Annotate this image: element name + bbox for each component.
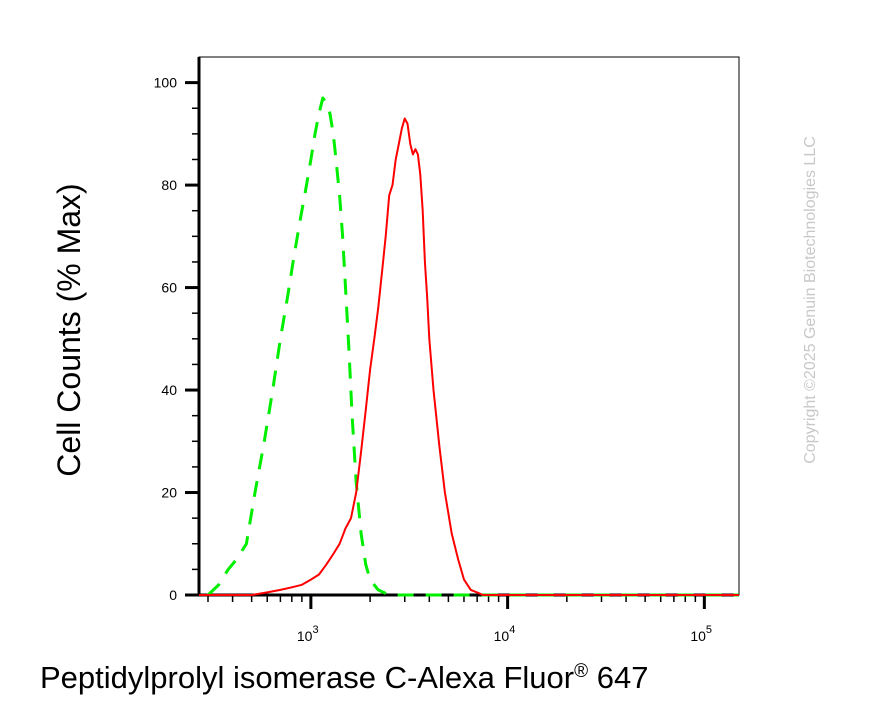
- control-series-line: [206, 96, 739, 597]
- x-tick-base: 10: [297, 628, 313, 644]
- x-tick-label: 104: [494, 624, 516, 644]
- x-axis-title-suffix: 647: [588, 660, 648, 695]
- x-tick-label: 103: [297, 624, 319, 644]
- copyright-watermark: Copyright ©2025 Genuin Biotechnologies L…: [802, 136, 819, 464]
- plot-frame: [197, 56, 740, 597]
- series-group: [199, 96, 739, 597]
- plot-border: [198, 56, 740, 596]
- y-ticks: 0 20 40 60 80 100: [154, 75, 199, 603]
- x-ticks: 103 104 105: [207, 595, 712, 644]
- x-tick-exponent: 5: [706, 624, 712, 636]
- x-tick-exponent: 4: [509, 624, 515, 636]
- x-axis-title-main: Peptidylprolyl isomerase C-Alexa Fluor: [40, 660, 574, 695]
- y-tick-label: 0: [169, 587, 177, 603]
- y-tick-label: 100: [154, 75, 178, 91]
- x-tick-base: 10: [494, 628, 510, 644]
- x-axis-title: Peptidylprolyl isomerase C-Alexa Fluor® …: [40, 660, 648, 695]
- sample-series-line: [199, 117, 739, 596]
- y-tick-label: 20: [161, 485, 177, 501]
- x-tick-label: 105: [690, 624, 712, 644]
- y-axis-title: Cell Counts (% Max): [51, 183, 87, 476]
- x-tick-base: 10: [690, 628, 706, 644]
- y-tick-label: 60: [161, 280, 177, 296]
- x-axis-title-sup: ®: [574, 661, 588, 682]
- x-tick-exponent: 3: [312, 624, 318, 636]
- y-tick-label: 80: [161, 177, 177, 193]
- y-tick-label: 40: [161, 382, 177, 398]
